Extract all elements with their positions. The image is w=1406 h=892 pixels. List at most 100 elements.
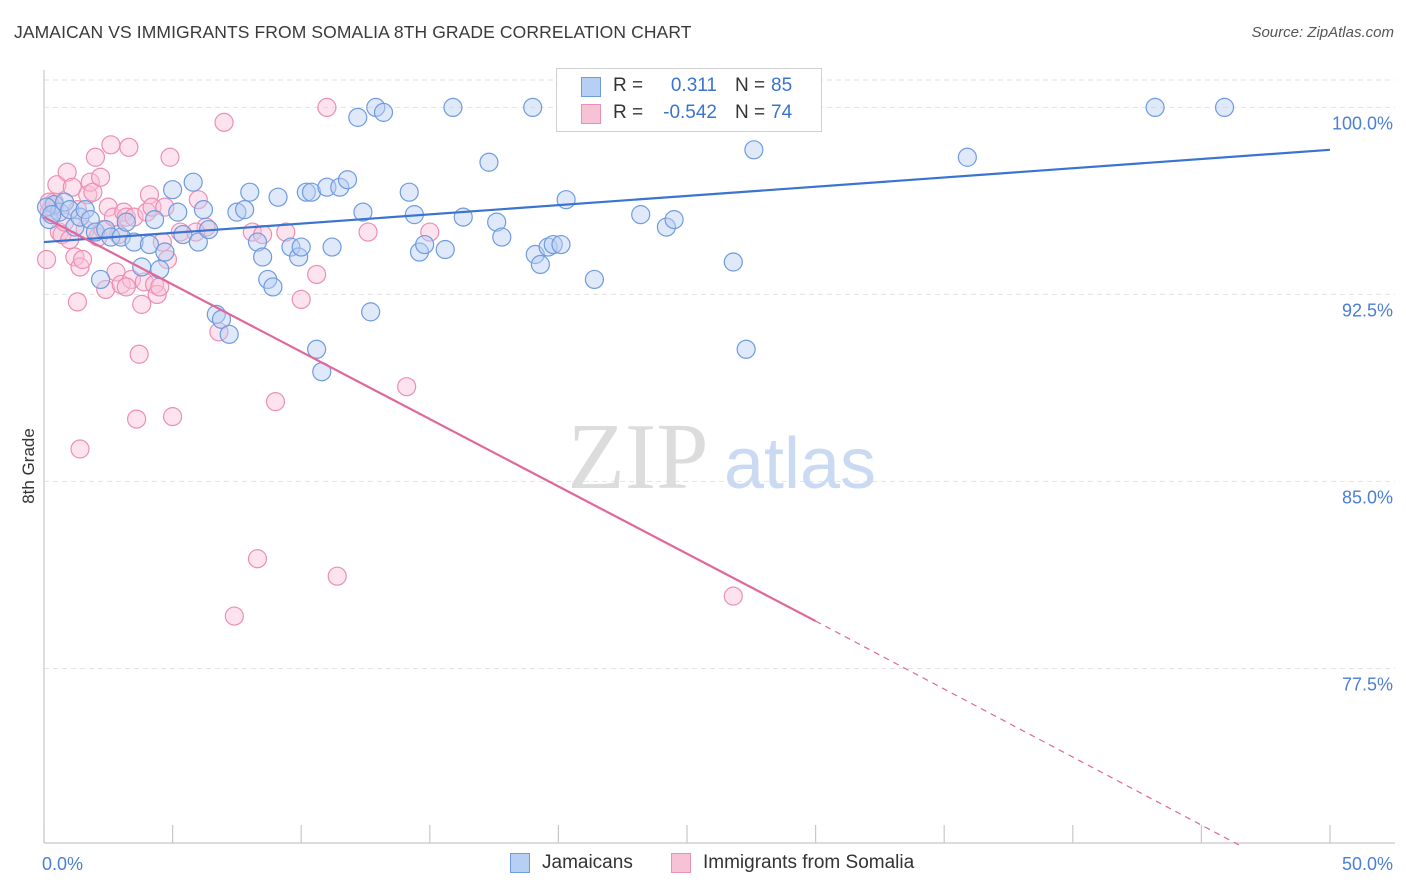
point-jamaicans — [1145, 97, 1165, 118]
point-jamaicans — [530, 254, 550, 275]
point-somalia — [358, 222, 378, 242]
n-value: 85 — [771, 75, 793, 96]
point-somalia — [129, 344, 149, 364]
point-somalia — [101, 135, 121, 155]
point-jamaicans — [353, 202, 373, 222]
point-somalia — [119, 137, 139, 157]
point-jamaicans — [193, 200, 214, 220]
point-jamaicans — [435, 239, 455, 260]
point-jamaicans — [80, 210, 100, 230]
point-jamaicans — [656, 217, 677, 237]
point-somalia — [147, 284, 167, 305]
point-somalia — [90, 167, 111, 187]
point-jamaicans — [543, 234, 563, 255]
point-jamaicans — [337, 170, 358, 190]
point-jamaicans — [90, 269, 111, 290]
point-jamaicans — [227, 202, 247, 222]
point-somalia — [67, 292, 88, 312]
point-jamaicans — [188, 232, 208, 252]
point-jamaicans — [263, 277, 283, 297]
point-jamaicans — [291, 237, 311, 257]
point-somalia — [70, 439, 90, 459]
n-value: 74 — [771, 102, 793, 123]
point-somalia — [62, 177, 82, 197]
watermark-zip: ZIP — [568, 405, 709, 509]
point-somalia — [317, 97, 337, 118]
point-jamaicans — [736, 339, 756, 359]
point-somalia — [106, 262, 126, 282]
point-somalia — [116, 207, 136, 227]
point-somalia — [126, 409, 147, 429]
point-somalia — [163, 407, 183, 427]
r-label: R = — [613, 102, 644, 123]
point-jamaicans — [479, 152, 499, 172]
point-jamaicans — [322, 237, 342, 257]
point-somalia — [139, 185, 160, 205]
point-somalia — [157, 249, 178, 270]
point-somalia — [111, 274, 131, 295]
point-jamaicans — [415, 234, 435, 255]
point-somalia — [420, 222, 440, 242]
point-somalia — [57, 162, 77, 182]
point-jamaicans — [330, 177, 350, 197]
r-value: -0.542 — [663, 102, 717, 123]
point-jamaicans — [132, 257, 152, 277]
trendline-jamaicans — [43, 148, 1331, 244]
labels-layer: 8th Grade 100.0% 92.5% 85.0% 77.5% 0.0% 50.0% — [19, 113, 1393, 874]
n-label: N = — [735, 75, 766, 96]
point-jamaicans — [348, 107, 368, 127]
point-somalia — [155, 197, 175, 217]
point-somalia — [276, 222, 296, 242]
point-somalia — [188, 190, 208, 210]
r-label: R = — [613, 75, 644, 96]
legend-swatch-somalia — [671, 853, 691, 873]
point-somalia — [265, 392, 286, 412]
point-jamaicans — [247, 232, 268, 252]
point-jamaicans — [235, 200, 255, 220]
point-jamaicans — [1214, 97, 1235, 118]
point-jamaicans — [664, 210, 684, 230]
point-jamaicans — [183, 172, 203, 192]
r-value: 0.311 — [670, 75, 717, 96]
point-jamaicans — [443, 97, 463, 118]
point-somalia — [72, 249, 93, 270]
point-jamaicans — [551, 234, 571, 255]
point-jamaicans — [173, 224, 193, 245]
point-jamaicans — [361, 302, 381, 322]
point-jamaicans — [373, 102, 394, 122]
point-somalia — [78, 185, 98, 205]
y-tick-label: 85.0% — [1342, 487, 1393, 507]
stats-row-jamaicans: R = 0.311 N = 85 — [557, 74, 821, 100]
point-somalia — [160, 147, 180, 167]
trend-layer — [43, 148, 1331, 847]
point-somalia — [327, 566, 347, 586]
point-jamaicans — [399, 182, 419, 202]
watermark-atlas: atlas — [724, 424, 876, 504]
y-tick-label: 77.5% — [1342, 674, 1393, 694]
point-somalia — [307, 264, 327, 285]
point-jamaicans — [631, 205, 651, 225]
point-jamaicans — [75, 200, 95, 220]
point-somalia — [96, 279, 116, 300]
legend-label-jamaicans: Jamaicans — [542, 852, 633, 873]
point-jamaicans — [124, 232, 144, 252]
legend-label-somalia: Immigrants from Somalia — [703, 852, 915, 873]
source-label: Source: ZipAtlas.com — [1251, 24, 1394, 41]
point-jamaicans — [281, 237, 301, 257]
point-jamaicans — [957, 147, 977, 167]
stats-legend: R = 0.311 N = 85 R = -0.542 N = 74 — [556, 68, 822, 132]
point-jamaicans — [296, 182, 316, 202]
point-jamaicans — [492, 227, 512, 247]
point-somalia — [224, 606, 244, 626]
point-jamaicans — [301, 182, 322, 202]
point-jamaicans — [307, 339, 327, 359]
point-somalia — [65, 247, 85, 267]
point-jamaicans — [487, 212, 507, 232]
point-somalia — [83, 182, 103, 202]
y-axis-title: 8th Grade — [19, 428, 38, 504]
points-layer — [36, 97, 1235, 626]
n-label: N = — [735, 102, 766, 123]
stats-swatch-jamaicans — [581, 77, 601, 97]
point-jamaicans — [268, 187, 288, 207]
